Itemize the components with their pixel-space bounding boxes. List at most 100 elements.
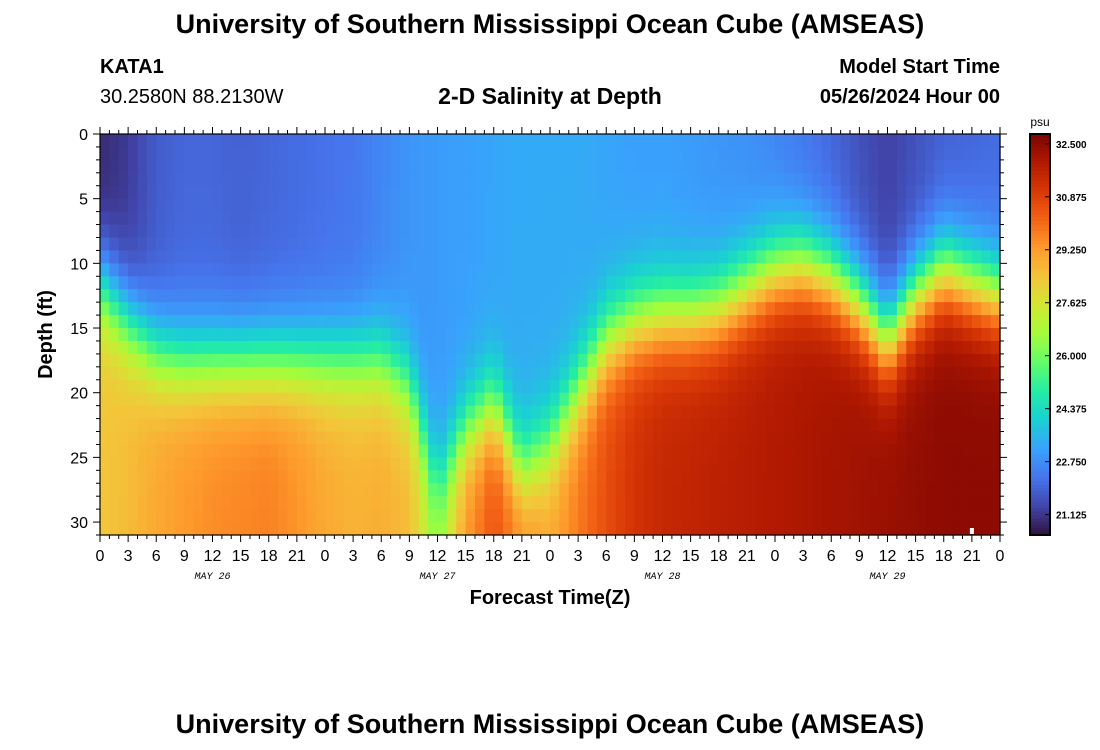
heatmap-cell <box>540 302 551 316</box>
colorbar-segment <box>1030 448 1050 453</box>
colorbar-segment <box>1030 508 1050 513</box>
heatmap-cell <box>850 198 860 213</box>
heatmap-cell <box>184 457 195 471</box>
heatmap-cell <box>521 418 532 433</box>
colorbar-segment <box>1030 394 1050 399</box>
heatmap-cell <box>240 340 251 355</box>
heatmap-cell <box>784 353 795 368</box>
heatmap-cell <box>896 418 907 433</box>
heatmap-cell <box>325 444 335 458</box>
heatmap-cell <box>353 224 364 239</box>
heatmap-cell <box>325 405 335 420</box>
heatmap-cell <box>137 289 148 303</box>
x-tick-label: 3 <box>349 548 358 565</box>
heatmap-cell <box>634 146 645 161</box>
heatmap-cell <box>859 146 870 161</box>
heatmap-cell <box>587 366 598 381</box>
heatmap-cell <box>250 418 260 433</box>
heatmap-cell <box>371 237 382 252</box>
colorbar-segment <box>1030 458 1050 463</box>
heatmap-cell <box>915 509 926 523</box>
heatmap-cell <box>484 263 495 277</box>
heatmap-cell <box>381 340 392 355</box>
heatmap-cell <box>831 379 842 394</box>
heatmap-cell <box>868 276 879 290</box>
heatmap-cell <box>175 302 185 316</box>
heatmap-cell <box>118 172 129 187</box>
heatmap-cell <box>568 522 579 536</box>
heatmap-cell <box>775 276 785 290</box>
heatmap-cell <box>550 211 560 226</box>
heatmap-cell <box>531 159 542 174</box>
colorbar-segment <box>1030 207 1050 212</box>
heatmap-cell <box>953 379 964 394</box>
heatmap-cell <box>709 509 720 523</box>
heatmap-cell <box>418 211 429 226</box>
x-tick-label: 12 <box>204 548 222 565</box>
heatmap-cell <box>906 470 917 484</box>
heatmap-cell <box>418 185 429 200</box>
heatmap-cell <box>737 302 748 316</box>
heatmap-cell <box>559 198 570 213</box>
heatmap-cell <box>906 392 917 407</box>
heatmap-cell <box>184 405 195 420</box>
heatmap-cell <box>390 237 401 252</box>
heatmap-cell <box>671 237 682 252</box>
heatmap-cell <box>878 134 889 148</box>
heatmap-cell <box>625 198 635 213</box>
heatmap-cell <box>943 146 954 161</box>
heatmap-cell <box>231 185 242 200</box>
heatmap-cell <box>793 263 804 277</box>
heatmap-cell <box>962 315 973 329</box>
heatmap-cell <box>146 366 157 381</box>
heatmap-cell <box>625 405 635 420</box>
heatmap-cell <box>925 302 935 316</box>
heatmap-cell <box>287 276 298 290</box>
heatmap-cell <box>850 366 860 381</box>
y-tick-label: 10 <box>70 256 88 273</box>
heatmap-cell <box>868 405 879 420</box>
heatmap-cell <box>325 263 335 277</box>
heatmap-cell <box>662 366 673 381</box>
heatmap-cell <box>353 146 364 161</box>
heatmap-cell <box>896 185 907 200</box>
heatmap-cell <box>925 509 935 523</box>
heatmap-cell <box>109 289 120 303</box>
heatmap-cell <box>484 431 495 446</box>
heatmap-cell <box>643 289 654 303</box>
heatmap-cell <box>146 483 157 497</box>
heatmap-cell <box>165 522 176 536</box>
heatmap-cell <box>118 483 129 497</box>
heatmap-cell <box>934 444 945 458</box>
heatmap-cell <box>175 134 185 148</box>
colorbar-tick-label: 21.125 <box>1056 511 1087 522</box>
heatmap-cell <box>184 496 195 510</box>
heatmap-cell <box>756 198 767 213</box>
heatmap-cell <box>943 237 954 252</box>
heatmap-cell <box>831 198 842 213</box>
heatmap-cell <box>756 302 767 316</box>
heatmap-cell <box>812 276 823 290</box>
heatmap-cell <box>850 392 860 407</box>
heatmap-cell <box>437 237 448 252</box>
heatmap-cell <box>118 134 129 148</box>
heatmap-cell <box>156 328 167 342</box>
heatmap-cell <box>662 159 673 174</box>
heatmap-cell <box>915 431 926 446</box>
heatmap-cell <box>662 224 673 239</box>
heatmap-cell <box>418 198 429 213</box>
colorbar-segment <box>1030 277 1050 282</box>
heatmap-cell <box>971 483 982 497</box>
heatmap-cell <box>709 405 720 420</box>
heatmap-cell <box>784 224 795 239</box>
heatmap-cell <box>343 289 354 303</box>
heatmap-cell <box>221 198 232 213</box>
heatmap-cell <box>371 172 382 187</box>
heatmap-cell <box>521 496 532 510</box>
heatmap-cell <box>503 289 514 303</box>
heatmap-cell <box>775 263 785 277</box>
heatmap-cell <box>540 263 551 277</box>
heatmap-cell <box>765 509 776 523</box>
heatmap-cell <box>784 289 795 303</box>
heatmap-cell <box>915 211 926 226</box>
